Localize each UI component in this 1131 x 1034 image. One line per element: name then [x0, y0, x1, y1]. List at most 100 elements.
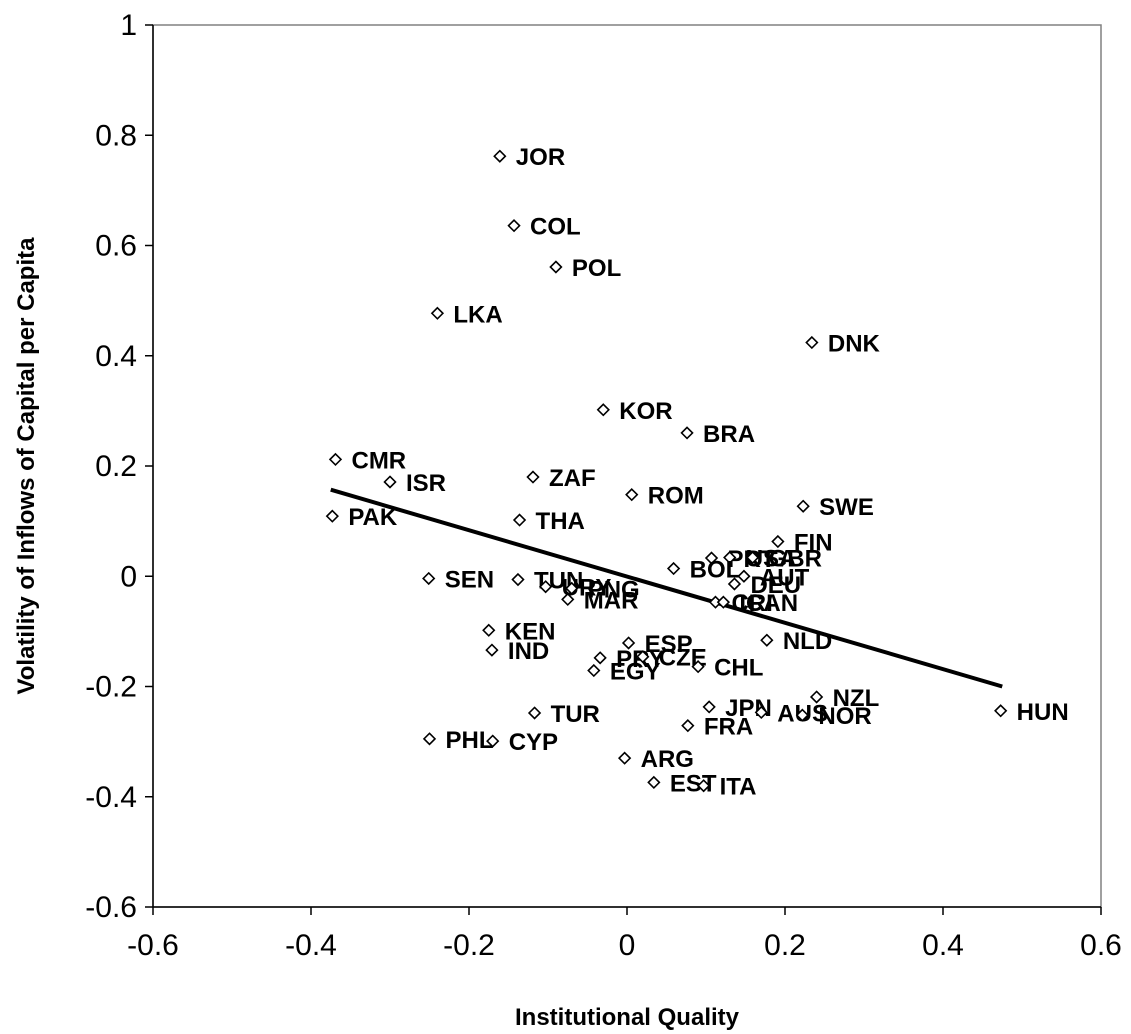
data-point-mar [561, 592, 575, 607]
point-label-pol: POL [572, 255, 621, 282]
point-label-mar: MAR [584, 587, 639, 614]
data-point-fin [771, 534, 785, 549]
point-label-chl: CHL [714, 655, 763, 682]
data-point-pak [325, 509, 339, 523]
data-point-phl [422, 732, 437, 746]
point-label-ican: ICAN [739, 590, 798, 617]
x-tick-label: -0.6 [127, 929, 179, 962]
point-label-ken: KEN [505, 618, 556, 645]
data-point-dnk [805, 335, 819, 350]
data-point-prt [704, 551, 719, 565]
point-label-aut: AUT [760, 564, 810, 591]
data-point-tun [511, 572, 525, 587]
point-label-nor: NOR [818, 703, 871, 730]
data-point-aut [737, 569, 751, 583]
data-point-egy [587, 663, 601, 678]
data-point-tur [527, 706, 542, 720]
data-point-pol [549, 260, 563, 274]
data-point-bol [666, 561, 681, 576]
point-label-cmr: CMR [351, 447, 406, 474]
point-label-tur: TUR [551, 701, 600, 728]
point-label-esp: ESP [645, 631, 693, 658]
data-point-cyp [486, 734, 500, 748]
data-point-jpn [702, 700, 716, 714]
x-tick-label: -0.2 [443, 929, 495, 962]
point-label-fin: FIN [794, 530, 833, 557]
data-point-aus [754, 705, 768, 720]
point-label-est: EST [670, 770, 717, 797]
data-point-tha [512, 513, 527, 527]
point-label-jor: JOR [516, 144, 565, 171]
point-label-arg: ARG [641, 746, 694, 773]
point-label-col: COL [530, 214, 581, 241]
point-label-ita: ITA [720, 774, 757, 801]
point-label-kor: KOR [619, 398, 672, 425]
data-point-est [647, 775, 661, 790]
data-point-pry [593, 651, 607, 665]
data-point-hun [994, 704, 1008, 718]
point-label-ind: IND [508, 638, 549, 665]
point-label-isr: ISR [406, 470, 446, 497]
point-label-swe: SWE [819, 494, 874, 521]
data-point-kor [596, 403, 610, 417]
data-point-bra [680, 426, 694, 440]
x-axis-ticks: -0.6 -0.4 -0.2 0 0.2 0.4 0.6 [127, 907, 1122, 962]
point-label-bra: BRA [703, 421, 755, 448]
data-point-lka [430, 306, 445, 320]
y-axis-title: Volatility of Inflows of Capital per Cap… [13, 237, 40, 695]
data-point-fra [681, 719, 695, 733]
data-point-ken [482, 623, 496, 637]
x-tick-label: 0.2 [764, 929, 806, 962]
point-label-rom: ROM [648, 483, 704, 510]
point-label-egy: EGY [610, 659, 661, 686]
point-label-zaf: ZAF [549, 465, 596, 492]
data-point-cmr [328, 452, 343, 467]
data-point-ury [538, 580, 553, 594]
y-tick-label: 0.4 [95, 340, 137, 373]
y-tick-label: -0.4 [85, 781, 137, 814]
point-label-hun: HUN [1017, 699, 1069, 726]
y-tick-label: -0.6 [85, 891, 137, 924]
data-point-cze [636, 650, 650, 664]
point-label-fra: FRA [704, 714, 753, 741]
data-point-ita [696, 779, 711, 793]
point-label-tha: THA [536, 508, 585, 535]
data-point-nld [760, 633, 774, 647]
data-point-ind [485, 643, 499, 657]
plot-area-frame [152, 24, 1102, 908]
trend-line [330, 487, 1003, 689]
data-point-col [507, 219, 521, 233]
point-label-lka: LKA [453, 301, 502, 328]
point-label-deu: DEU [750, 572, 801, 599]
data-point-nor [795, 708, 810, 722]
data-point-gbr [745, 550, 760, 565]
data-point-usa [723, 550, 737, 565]
point-label-cri: CRI [731, 590, 772, 617]
x-tick-label: 0.6 [1080, 929, 1122, 962]
point-label-png: PNG [588, 576, 640, 603]
data-point-isr [383, 475, 397, 489]
x-tick-label: 0.4 [922, 929, 964, 962]
point-label-sen: SEN [445, 566, 494, 593]
point-label-gbr: GBR [769, 546, 822, 573]
point-label-dnk: DNK [828, 331, 881, 358]
data-point-rom [625, 488, 639, 502]
data-point-png [565, 581, 579, 596]
y-tick-label: 0.2 [95, 450, 137, 483]
data-point-arg [617, 751, 632, 765]
point-label-cyp: CYP [509, 729, 558, 756]
y-tick-label: 0 [120, 560, 137, 593]
x-tick-label: 0 [619, 929, 636, 962]
data-point-chl [691, 660, 705, 674]
y-tick-label: 0.6 [95, 230, 137, 263]
data-point-ican [716, 595, 731, 609]
point-label-nzl: NZL [833, 685, 880, 712]
data-point-sen [422, 571, 436, 586]
point-label-pak: PAK [348, 504, 398, 531]
y-tick-label: 0.8 [95, 119, 137, 152]
data-point-jor [493, 149, 507, 163]
data-point-swe [796, 499, 810, 513]
y-axis-ticks: -0.6 -0.4 -0.2 0 0.2 0.4 0.6 0.8 1 [85, 9, 153, 924]
data-point-nzl [809, 690, 824, 704]
